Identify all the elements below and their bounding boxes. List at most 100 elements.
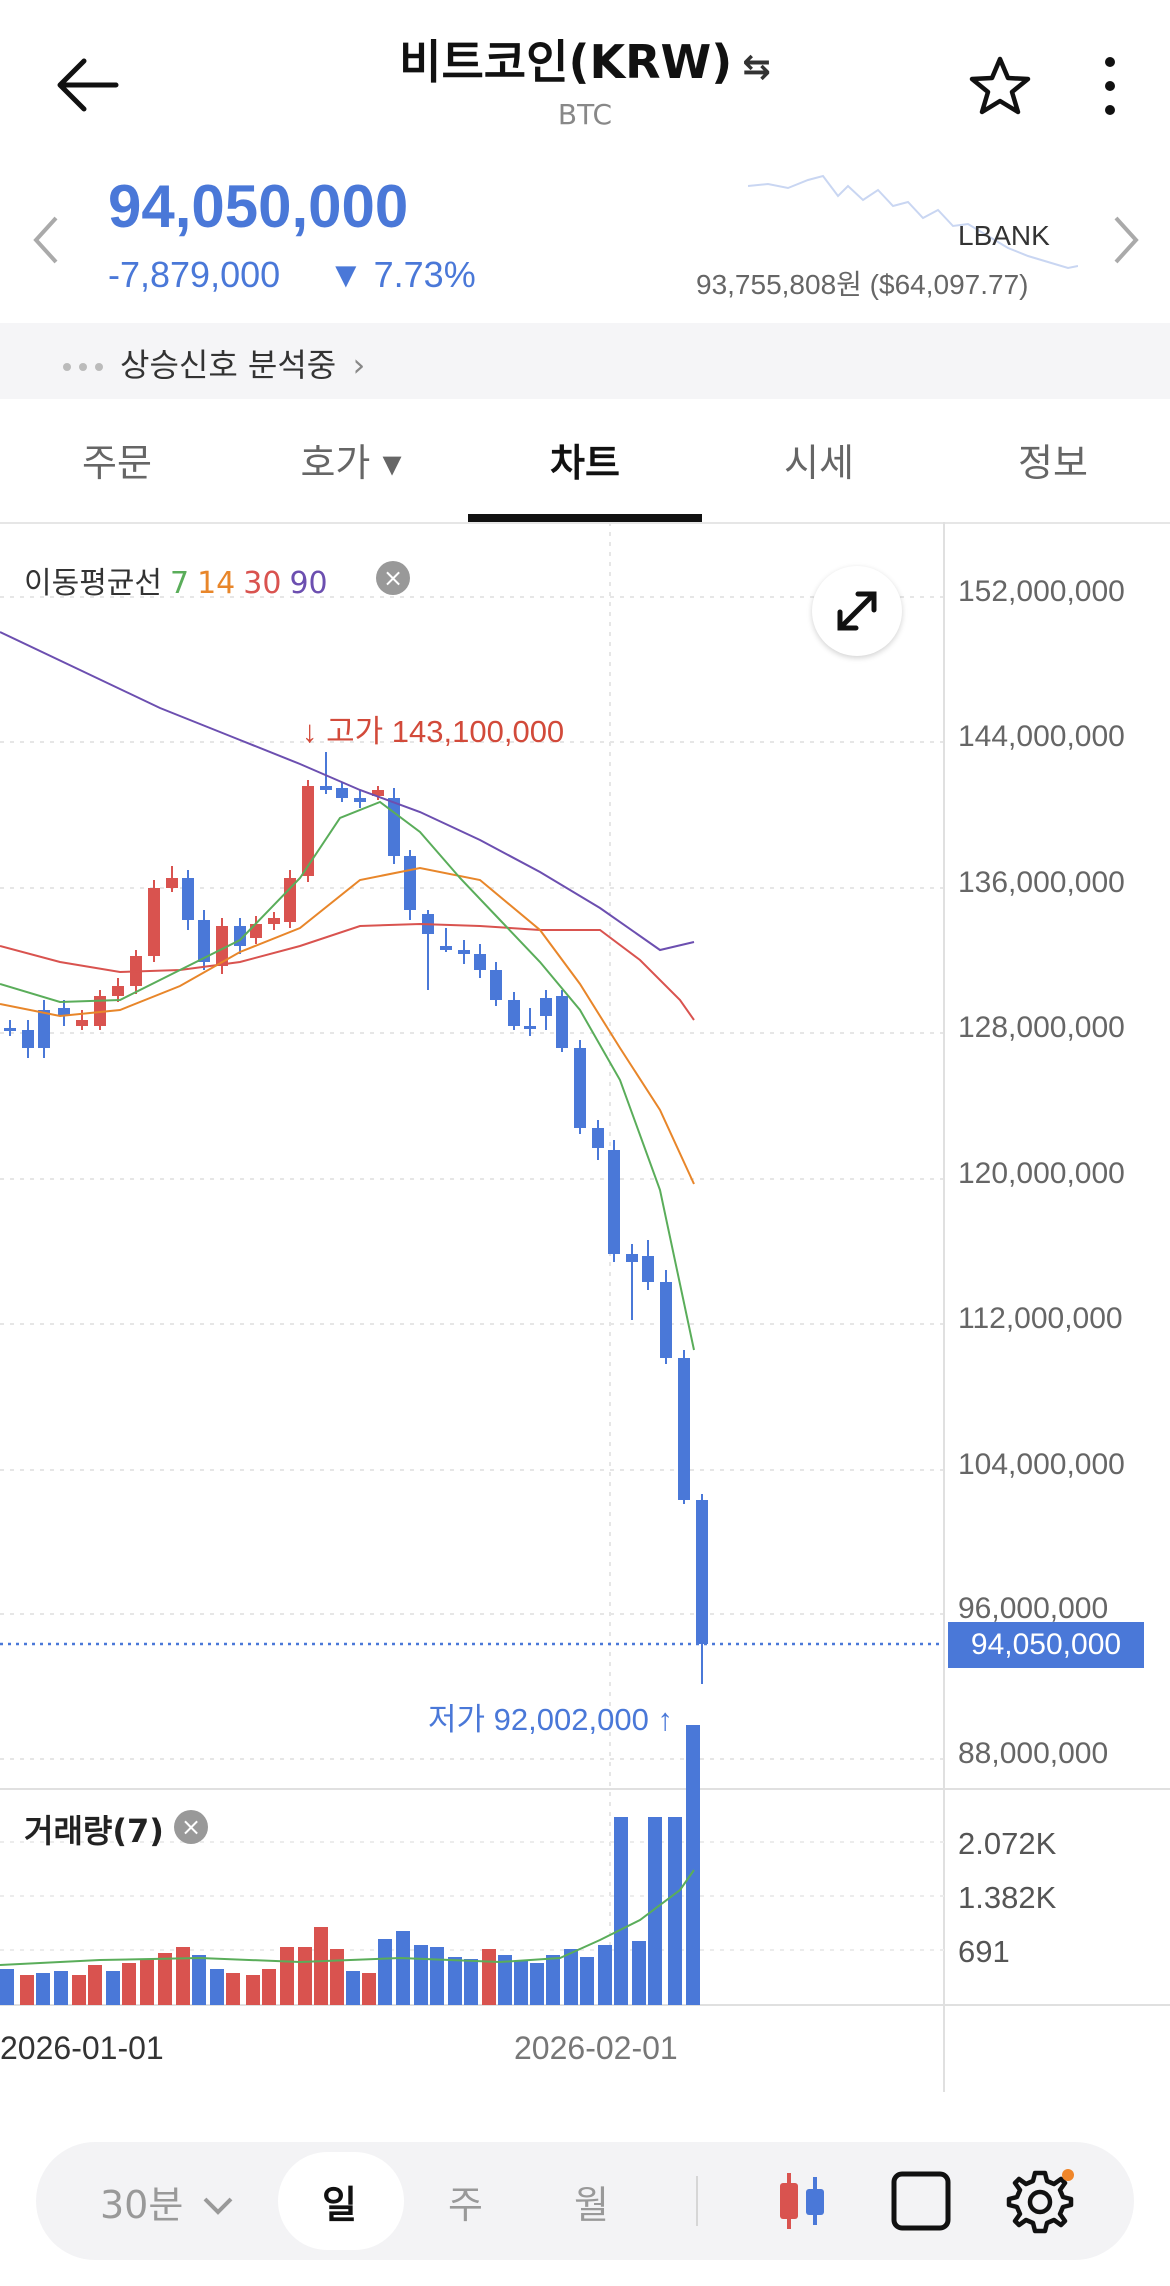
- candle-body: [490, 970, 502, 1000]
- tab-chart[interactable]: 차트: [550, 441, 620, 485]
- chart-settings-button[interactable]: [1000, 2162, 1080, 2242]
- y-axis-label: 96,000,000: [958, 1592, 1109, 1625]
- signal-bar[interactable]: [0, 323, 1170, 399]
- candle-body: [696, 1500, 708, 1644]
- volume-bar: [546, 1955, 560, 2005]
- divider: [0, 522, 1170, 524]
- drawing-tool-button[interactable]: [886, 2166, 956, 2236]
- volume-bar: [668, 1817, 682, 2005]
- mini-sparkline: [748, 174, 1078, 270]
- volume-bar: [648, 1817, 662, 2005]
- low-price-label: 저가 92,002,000 ↑: [428, 1702, 673, 1737]
- volume-axis-label: 1.382K: [958, 1880, 1057, 1915]
- candle-body: [404, 856, 416, 910]
- coin-symbol: BTC: [557, 98, 613, 131]
- ma-legend: 이동평균선 7 14 30 90: [24, 558, 328, 602]
- volume-bar: [314, 1927, 328, 2005]
- volume-bar: [262, 1969, 276, 2005]
- volume-bar: [280, 1947, 294, 2005]
- candle-body: [284, 878, 296, 922]
- prev-coin-button[interactable]: [20, 200, 70, 280]
- period-month-button[interactable]: 월: [574, 2183, 609, 2227]
- favorite-button[interactable]: [960, 46, 1040, 126]
- candlestick-icon: [780, 2173, 824, 2229]
- candle-body: [458, 950, 470, 954]
- volume-bar: [514, 1961, 528, 2005]
- candle-body: [524, 1026, 536, 1029]
- y-axis-label: 128,000,000: [958, 1011, 1125, 1044]
- coin-title: 비트코인(KRW): [399, 35, 733, 89]
- volume-bar: [226, 1973, 240, 2005]
- candle-body: [626, 1254, 638, 1262]
- square-icon: [891, 2171, 951, 2231]
- chevron-left-icon: [33, 216, 58, 264]
- volume-bar: [614, 1817, 628, 2005]
- candle-body: [182, 878, 194, 920]
- volume-bar: [140, 1959, 154, 2005]
- volume-bar: [430, 1947, 444, 2005]
- gear-icon: [1006, 2169, 1074, 2234]
- volume-bar: [464, 1959, 478, 2005]
- volume-bar: [414, 1945, 428, 2005]
- tab-orderbook[interactable]: 호가 ▾: [300, 441, 402, 485]
- candle-body: [148, 888, 160, 956]
- ma-14-line: [0, 866, 695, 1185]
- ma-90-label: 90: [289, 566, 328, 601]
- y-axis-label: 144,000,000: [958, 720, 1125, 753]
- close-icon: ×: [180, 1813, 202, 1841]
- volume-bar: [88, 1965, 102, 2005]
- period-day-button[interactable]: 일: [322, 2183, 357, 2227]
- price-change-rate: ▼ 7.73%: [328, 254, 476, 295]
- y-axis-label: 104,000,000: [958, 1448, 1125, 1481]
- interval-select[interactable]: 30분: [100, 2174, 235, 2229]
- candle-body: [354, 798, 366, 802]
- tab-market-price[interactable]: 시세: [784, 441, 854, 485]
- price-chart[interactable]: [0, 522, 1170, 2092]
- volume-bar: [580, 1957, 594, 2005]
- volume-bar: [686, 1725, 700, 2005]
- ma-30-line: [0, 922, 695, 1021]
- toolbar-divider: [696, 2176, 698, 2226]
- reference-exchange: LBANK: [958, 220, 1050, 251]
- fullscreen-button[interactable]: [812, 566, 902, 656]
- y-axis-label: 136,000,000: [958, 866, 1125, 899]
- chart-type-button[interactable]: [772, 2166, 832, 2236]
- page-title[interactable]: 비트코인(KRW) ⇆: [0, 26, 1170, 92]
- candle-body: [268, 918, 280, 924]
- candle-body: [336, 788, 348, 798]
- candle-body: [642, 1256, 654, 1282]
- high-price-label: ↓ 고가 143,100,000: [302, 714, 565, 749]
- volume-ma-line: [0, 1869, 695, 1966]
- back-button[interactable]: [40, 40, 130, 130]
- ma-title: 이동평균선: [24, 566, 162, 601]
- candle-body: [678, 1358, 690, 1500]
- arrow-down-icon: ↓: [302, 714, 318, 749]
- arrow-up-icon: ↑: [657, 1702, 673, 1737]
- volume-bar: [346, 1971, 360, 2005]
- candle-body: [474, 954, 486, 970]
- candle-body: [58, 1008, 70, 1016]
- price-change: -7,879,000: [108, 254, 281, 295]
- volume-close-button[interactable]: ×: [174, 1810, 208, 1844]
- volume-bar: [20, 1975, 34, 2005]
- ma-close-button[interactable]: ×: [376, 561, 410, 595]
- tab-info[interactable]: 정보: [1018, 441, 1088, 485]
- candle-body: [556, 996, 568, 1048]
- current-price-tag: 94,050,000: [948, 1622, 1144, 1668]
- tab-order[interactable]: 주문: [82, 441, 152, 485]
- star-outline-icon: [969, 56, 1031, 115]
- candle-body: [574, 1048, 586, 1128]
- reference-price: 93,755,808원 ($64,097.77): [696, 269, 1029, 300]
- volume-bar: [0, 1969, 14, 2005]
- volume-bar: [176, 1947, 190, 2005]
- period-week-button[interactable]: 주: [448, 2183, 483, 2227]
- next-coin-button[interactable]: [1102, 200, 1152, 280]
- swap-icon[interactable]: ⇆: [742, 47, 771, 87]
- candle-body: [250, 924, 262, 938]
- more-vertical-icon: [1105, 57, 1115, 115]
- candle-body: [440, 946, 452, 950]
- volume-bar: [72, 1975, 86, 2005]
- signal-text: 상승신호 분석중 ›: [120, 346, 366, 384]
- more-button[interactable]: [1080, 46, 1140, 126]
- candle-body: [388, 798, 400, 856]
